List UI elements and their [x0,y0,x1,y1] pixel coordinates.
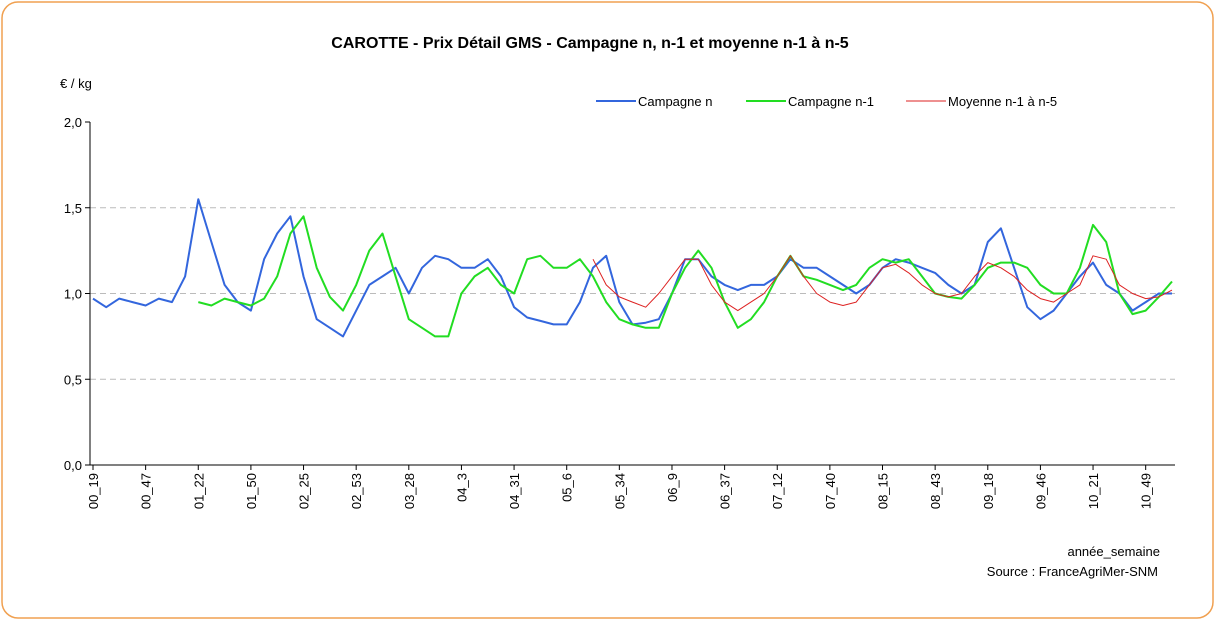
y-tick-label: 1,0 [64,287,82,302]
y-axis-label: € / kg [60,76,92,91]
x-axis-label: année_semaine [1067,544,1160,559]
x-tick-label: 00_47 [139,473,154,509]
legend-label: Moyenne n-1 à n-5 [948,94,1057,109]
chart-title: CAROTTE - Prix Détail GMS - Campagne n, … [331,35,849,52]
x-tick-label: 00_19 [86,473,101,509]
x-tick-label: 01_22 [191,473,206,509]
legend-label: Campagne n [638,94,712,109]
series-line [198,215,1173,338]
x-tick-label: 04_31 [507,473,522,509]
x-tick-label: 07_40 [823,473,838,509]
y-tick-label: 1,5 [64,201,82,216]
x-tick-label: 06_9 [665,473,680,502]
x-tick-label: 09_18 [981,473,996,509]
x-tick-label: 09_46 [1033,473,1048,509]
series-line [592,255,1173,312]
x-tick-label: 10_49 [1139,473,1154,509]
source: Source : FranceAgriMer-SNM [987,564,1158,579]
x-tick-label: 08_43 [928,473,943,509]
legend-label: Campagne n-1 [788,94,874,109]
x-tick-label: 03_28 [402,473,417,509]
y-tick-label: 0,5 [64,372,82,387]
x-tick-label: 07_12 [770,473,785,509]
x-tick-label: 10_21 [1086,473,1101,509]
y-tick-label: 2,0 [64,115,82,130]
x-tick-label: 04_3 [454,473,469,502]
x-tick-label: 08_15 [876,473,891,509]
x-tick-label: 02_25 [297,473,312,509]
x-tick-label: 05_6 [560,473,575,502]
x-tick-label: 02_53 [349,473,364,509]
y-tick-label: 0,0 [64,458,82,473]
x-tick-label: 05_34 [612,473,627,509]
x-tick-label: 01_50 [244,473,259,509]
x-tick-label: 06_37 [718,473,733,509]
